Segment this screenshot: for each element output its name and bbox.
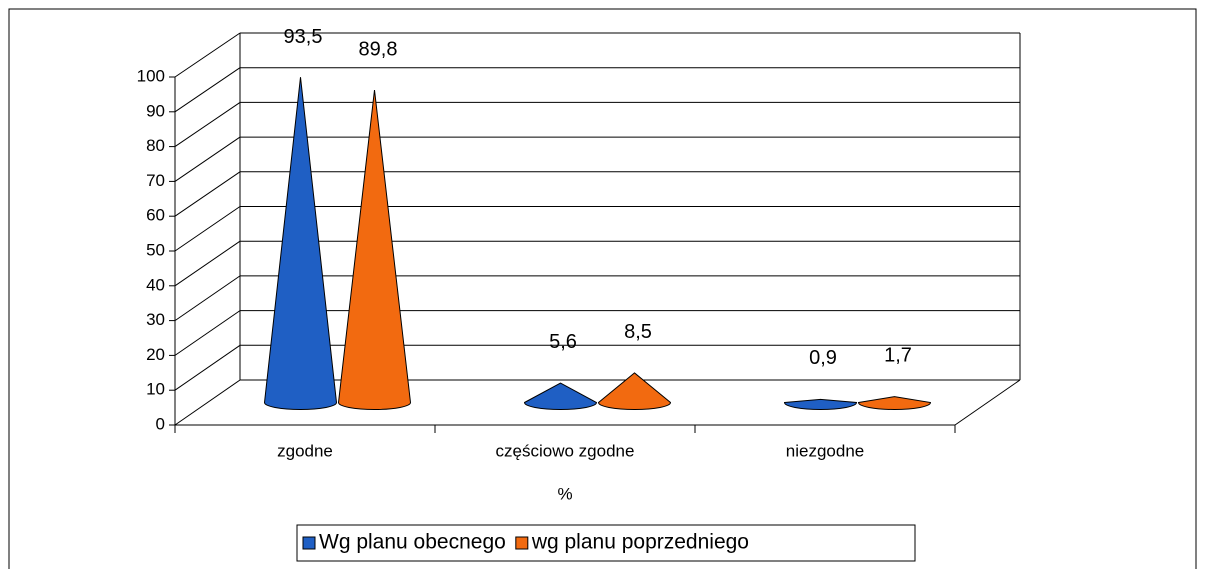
- value-label: 5,6: [549, 331, 577, 353]
- cone: [597, 372, 672, 410]
- y-tick-label: 60: [146, 206, 165, 225]
- y-tick-label: 30: [146, 310, 165, 329]
- grid-line: [174, 101, 241, 148]
- frame: [8, 8, 1197, 569]
- x-tick-label: niezgodne: [786, 441, 864, 460]
- grid-line: [174, 310, 241, 356]
- legend-label: wg planu poprzedniego: [531, 531, 749, 554]
- y-tick-label: 40: [146, 275, 165, 294]
- x-tick-label: zgodne: [277, 441, 333, 460]
- y-tick-label: 20: [146, 345, 165, 364]
- cone: [783, 398, 858, 410]
- x-axis-title: %: [557, 484, 572, 503]
- legend-swatch: [302, 536, 316, 550]
- legend: [296, 524, 916, 562]
- grid-line: [174, 344, 241, 391]
- y-tick-label: 50: [146, 240, 165, 259]
- value-label: 8,5: [624, 321, 652, 343]
- grid-line: [174, 206, 241, 252]
- cone: [857, 396, 932, 410]
- grid-line: [174, 379, 241, 426]
- grid-line: [174, 240, 241, 287]
- legend-label: Wg planu obecnego: [319, 531, 506, 554]
- y-tick-label: 0: [156, 414, 165, 433]
- grid-line: [174, 171, 241, 217]
- y-tick-label: 80: [146, 136, 165, 155]
- legend-swatch: [515, 536, 529, 550]
- cone: [523, 382, 598, 410]
- grid-line: [174, 32, 241, 78]
- y-tick-label: 70: [146, 171, 165, 190]
- cone: [337, 89, 412, 410]
- value-label: 1,7: [884, 344, 912, 366]
- value-label: 89,8: [359, 39, 398, 61]
- value-label: 0,9: [809, 347, 837, 369]
- value-label: 93,5: [284, 26, 323, 48]
- grid-line: [174, 136, 241, 182]
- y-tick-label: 90: [146, 101, 165, 120]
- grid-line: [174, 67, 241, 113]
- cone: [263, 77, 338, 410]
- grid-line: [174, 275, 241, 322]
- y-tick-label: 10: [146, 380, 165, 399]
- x-tick-label: częściowo zgodne: [496, 441, 635, 460]
- y-tick-label: 100: [137, 66, 165, 85]
- floor-edge: [954, 379, 1021, 426]
